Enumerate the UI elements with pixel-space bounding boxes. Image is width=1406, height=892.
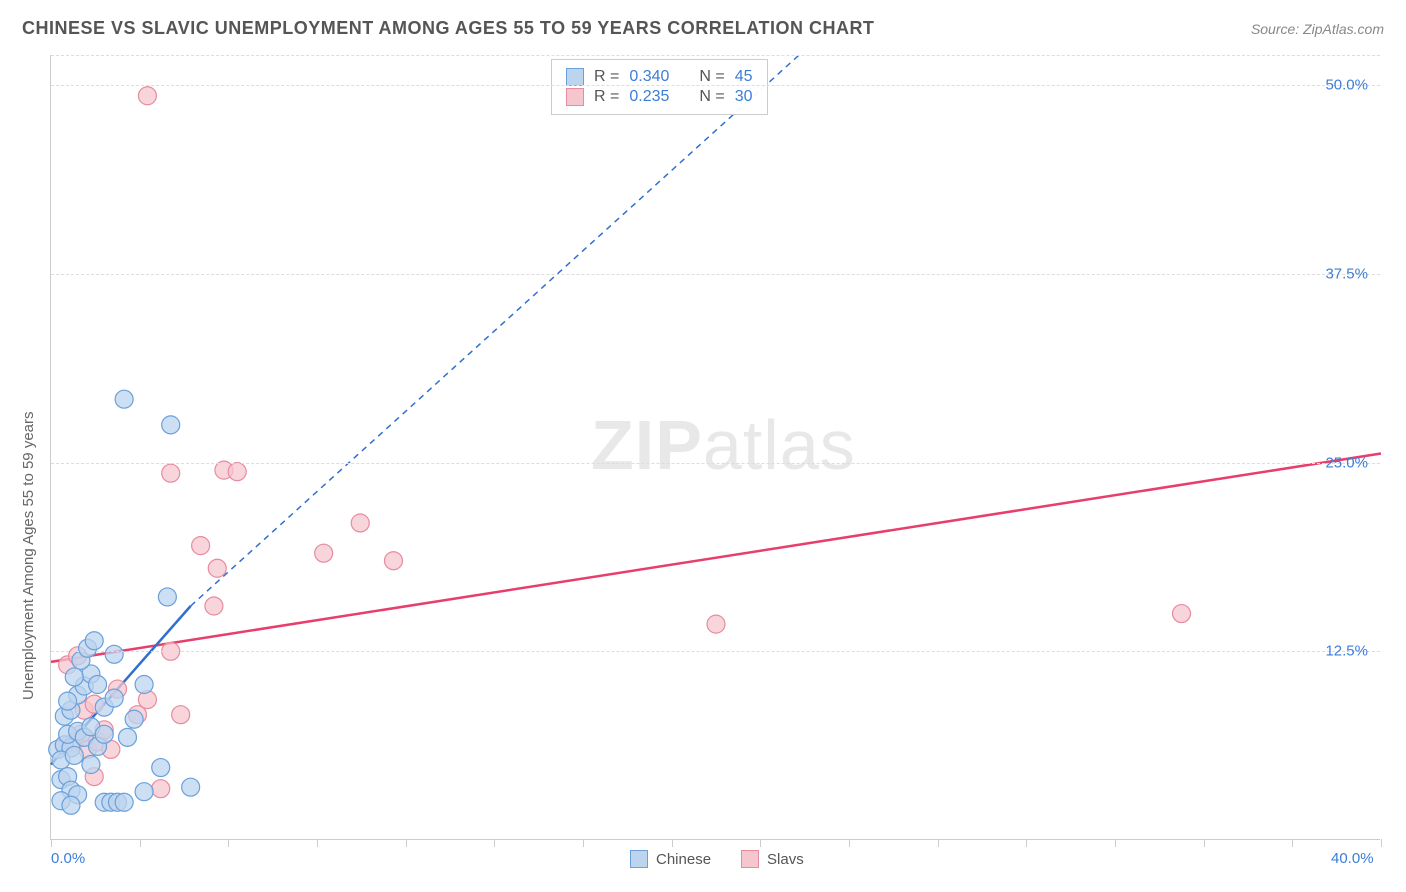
x-tick	[1381, 839, 1382, 847]
data-point	[82, 756, 100, 774]
data-point	[152, 780, 170, 798]
y-tick-label: 37.5%	[1325, 265, 1368, 282]
legend-label: Slavs	[767, 851, 804, 868]
legend-label: Chinese	[656, 851, 711, 868]
series-swatch	[566, 68, 584, 86]
n-label: N =	[699, 88, 724, 106]
y-axis-label: Unemployment Among Ages 55 to 59 years	[20, 411, 37, 700]
legend-swatch	[741, 850, 759, 868]
data-point	[208, 559, 226, 577]
legend-item: Slavs	[741, 850, 804, 868]
n-value: 30	[735, 88, 753, 106]
y-tick-label: 25.0%	[1325, 454, 1368, 471]
data-point	[125, 710, 143, 728]
n-label: N =	[699, 68, 724, 86]
data-point	[172, 706, 190, 724]
plot-svg	[51, 55, 1380, 839]
data-point	[152, 759, 170, 777]
n-value: 45	[735, 68, 753, 86]
data-point	[182, 778, 200, 796]
x-tick-label: 40.0%	[1331, 850, 1374, 867]
legend-swatch	[630, 850, 648, 868]
x-tick	[317, 839, 318, 847]
data-point	[115, 390, 133, 408]
data-point	[351, 514, 369, 532]
data-point	[162, 464, 180, 482]
data-point	[135, 676, 153, 694]
grid-line	[51, 55, 1380, 56]
data-point	[65, 746, 83, 764]
x-tick	[1292, 839, 1293, 847]
correlation-row: R = 0.235 N = 30	[566, 88, 753, 106]
data-point	[135, 783, 153, 801]
data-point	[118, 728, 136, 746]
x-tick	[583, 839, 584, 847]
correlation-box: R = 0.340 N = 45 R = 0.235 N = 30	[551, 59, 768, 115]
data-point	[95, 725, 113, 743]
y-tick-label: 12.5%	[1325, 643, 1368, 660]
data-point	[384, 552, 402, 570]
r-label: R =	[594, 88, 619, 106]
data-point	[1173, 605, 1191, 623]
data-point	[85, 632, 103, 650]
x-tick	[760, 839, 761, 847]
data-point	[162, 416, 180, 434]
data-point	[315, 544, 333, 562]
y-tick-label: 50.0%	[1325, 77, 1368, 94]
data-point	[158, 588, 176, 606]
grid-line	[51, 274, 1380, 275]
x-tick-label: 0.0%	[51, 850, 85, 867]
grid-line	[51, 463, 1380, 464]
x-tick	[51, 839, 52, 847]
chart-container: CHINESE VS SLAVIC UNEMPLOYMENT AMONG AGE…	[0, 0, 1406, 892]
grid-line	[51, 85, 1380, 86]
plot-area: ZIPatlas R =0.340N =45R =0.235N =30 12.5…	[50, 55, 1380, 840]
series-swatch	[566, 88, 584, 106]
source-label: Source: ZipAtlas.com	[1251, 21, 1384, 37]
x-tick	[1115, 839, 1116, 847]
x-tick	[228, 839, 229, 847]
x-tick	[494, 839, 495, 847]
legend-item: Chinese	[630, 850, 711, 868]
r-value: 0.340	[629, 68, 669, 86]
data-point	[192, 537, 210, 555]
data-point	[65, 668, 83, 686]
data-point	[707, 615, 725, 633]
data-point	[59, 692, 77, 710]
x-tick	[672, 839, 673, 847]
correlation-row: R = 0.340 N = 45	[566, 68, 753, 86]
chart-title: CHINESE VS SLAVIC UNEMPLOYMENT AMONG AGE…	[22, 18, 874, 39]
x-tick	[406, 839, 407, 847]
x-tick	[1204, 839, 1205, 847]
data-point	[228, 463, 246, 481]
x-tick	[1026, 839, 1027, 847]
grid-line	[51, 651, 1380, 652]
data-point	[138, 87, 156, 105]
x-tick	[938, 839, 939, 847]
data-point	[105, 645, 123, 663]
data-point	[115, 793, 133, 811]
trend-line	[191, 55, 799, 606]
r-value: 0.235	[629, 88, 669, 106]
data-point	[62, 796, 80, 814]
data-point	[105, 689, 123, 707]
x-tick	[140, 839, 141, 847]
data-point	[89, 676, 107, 694]
legend: Chinese Slavs	[630, 850, 804, 868]
title-bar: CHINESE VS SLAVIC UNEMPLOYMENT AMONG AGE…	[22, 18, 1384, 39]
x-tick	[849, 839, 850, 847]
r-label: R =	[594, 68, 619, 86]
data-point	[205, 597, 223, 615]
